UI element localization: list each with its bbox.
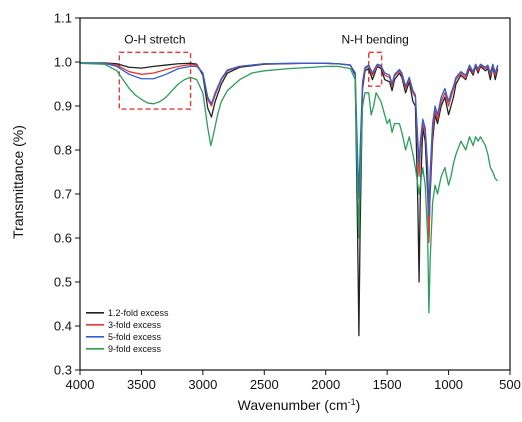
x-tick-label: 3000 [188, 377, 217, 392]
x-tick-label: 500 [499, 377, 521, 392]
series-line [80, 62, 499, 244]
y-tick-label: 0.5 [54, 275, 72, 290]
x-tick-label: 3500 [127, 377, 156, 392]
y-tick-label: 0.3 [54, 363, 72, 378]
series-layer [79, 62, 499, 337]
x-tick-label: 1500 [373, 377, 402, 392]
y-tick-label: 0.8 [54, 143, 72, 158]
legend-label: 3-fold excess [108, 320, 162, 330]
y-tick-label: 1.1 [54, 11, 72, 26]
y-tick-label: 0.7 [54, 187, 72, 202]
series-line [79, 62, 499, 314]
y-tick-label: 0.4 [54, 319, 72, 334]
annotation-box [118, 51, 192, 110]
x-axis-title: Wavenumber (cm-1) [238, 397, 361, 413]
series-line [79, 62, 499, 217]
x-tick-label: 4000 [66, 377, 95, 392]
y-tick-label: 1.0 [54, 55, 72, 70]
axis-layer: 4000 3500 3000 2500 2000 1500 1000 500 0.3 0.4 0.5… [54, 11, 521, 393]
y-tick-label: 0.9 [54, 99, 72, 114]
y-tick-label: 0.6 [54, 231, 72, 246]
annotation-label: N-H bending [341, 32, 408, 46]
annotation-label: O-H stretch [124, 32, 185, 46]
x-tick-label: 1000 [434, 377, 463, 392]
legend-label: 5-fold excess [108, 332, 162, 342]
y-axis-title: Transmittance (%) [10, 125, 26, 239]
legend: 1.2-fold excess 3-fold excess 5-fold exces… [86, 308, 169, 354]
x-tick-label: 2500 [250, 377, 279, 392]
legend-label: 1.2-fold excess [108, 308, 169, 318]
x-tick-label: 2000 [311, 377, 340, 392]
series-line [80, 62, 499, 337]
legend-label: 9-fold excess [108, 344, 162, 354]
